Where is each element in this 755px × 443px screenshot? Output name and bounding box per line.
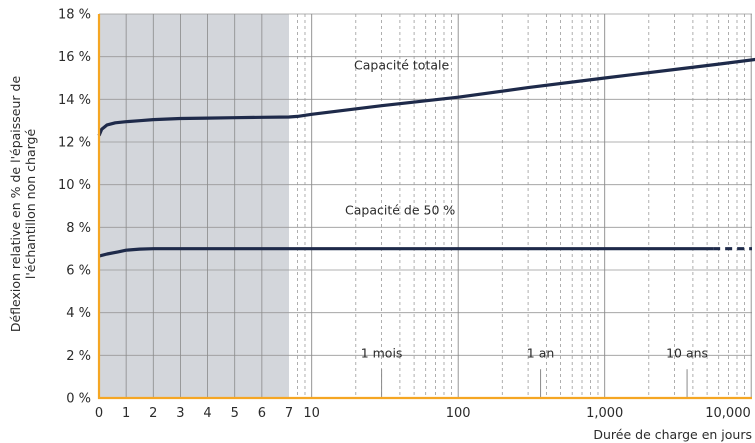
- x-tick-label: 10: [303, 406, 320, 421]
- series-line-0: [97, 57, 755, 137]
- y-tick-label: 2 %: [66, 349, 91, 364]
- x-tick-label: 5: [231, 406, 239, 421]
- x-tick-label: 1: [122, 406, 130, 421]
- x-tick-label: 3: [176, 406, 184, 421]
- chart-annotation: Capacité de 50 %: [345, 203, 455, 218]
- y-axis-title-line: Déflexion relative en % de l'épaisseur d…: [8, 76, 23, 333]
- x-tick-label: 4: [203, 406, 211, 421]
- shaded-week-region: [99, 14, 289, 398]
- series-line-1: [98, 247, 714, 258]
- y-tick-label: 4 %: [66, 306, 91, 321]
- x-tick-label: 1,000: [586, 406, 623, 421]
- labels: 0 % 2 % 4 % 6 % 8 % 10 % 12 % 14 % 16 % 18 % 0 1 2 3 4…: [8, 8, 752, 443]
- axes: [97, 14, 752, 400]
- y-tick-label: 8 %: [66, 221, 91, 236]
- y-tick-label: 12 %: [58, 136, 91, 151]
- x-tick-label: 10,000: [705, 406, 751, 421]
- y-tick-label: 6 %: [66, 264, 91, 279]
- x-axis-title: Durée de charge en jours: [593, 427, 752, 442]
- series-lines: [97, 57, 755, 258]
- shaded-region: [99, 14, 289, 398]
- chart-annotation: 1 an: [527, 345, 555, 360]
- y-tick-label: 14 %: [58, 93, 91, 108]
- chart-annotation: 1 mois: [361, 345, 403, 360]
- gridlines: [99, 13, 752, 398]
- x-tick-label: 0: [95, 406, 103, 421]
- time-markers: [381, 369, 688, 398]
- y-tick-label: 0 %: [66, 392, 91, 407]
- chart-annotation: 10 ans: [666, 345, 708, 360]
- chart-annotation: Capacité totale: [354, 57, 449, 72]
- x-tick-label: 6: [258, 406, 266, 421]
- x-tick-label: 100: [446, 406, 471, 421]
- x-tick-label: 7: [285, 406, 293, 421]
- y-tick-label: 10 %: [58, 178, 91, 193]
- x-tick-label: 2: [149, 406, 157, 421]
- y-tick-label: 16 %: [58, 50, 91, 65]
- y-axis-title-line: l'échantillon non chargé: [23, 129, 38, 280]
- y-tick-label: 18 %: [58, 8, 91, 23]
